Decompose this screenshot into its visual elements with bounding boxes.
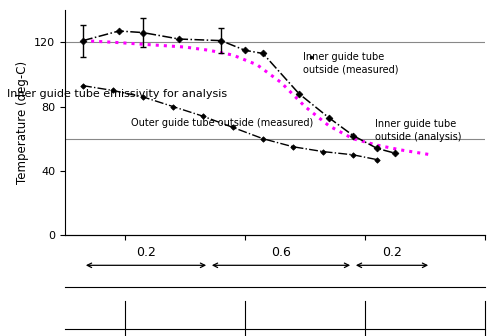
Text: Inner guide tube
outside (measured): Inner guide tube outside (measured) — [302, 52, 398, 74]
Text: Outer guide tube outside (measured): Outer guide tube outside (measured) — [131, 118, 313, 128]
Text: Inner guide tube emissivity for analysis: Inner guide tube emissivity for analysis — [8, 89, 228, 99]
Y-axis label: Temperature (deg-C): Temperature (deg-C) — [16, 61, 28, 184]
Text: 0.6: 0.6 — [271, 246, 291, 259]
Text: 0.2: 0.2 — [382, 246, 402, 259]
Text: 0.2: 0.2 — [136, 246, 156, 259]
Text: Inner guide tube
outside (analysis): Inner guide tube outside (analysis) — [374, 119, 461, 142]
